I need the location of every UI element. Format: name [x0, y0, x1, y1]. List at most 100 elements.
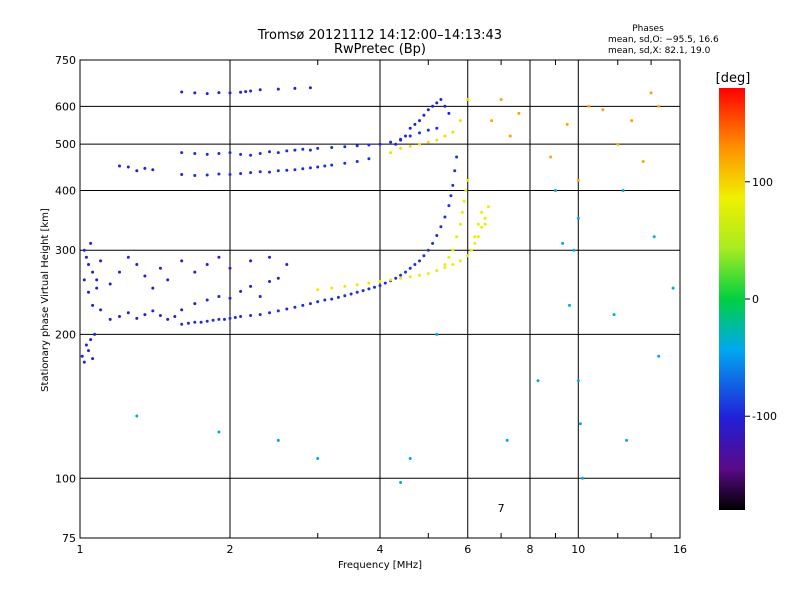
data-point — [91, 303, 95, 307]
data-point — [135, 414, 139, 418]
data-point — [581, 476, 585, 480]
data-point — [389, 140, 393, 144]
data-point — [330, 163, 334, 167]
data-point — [258, 313, 262, 317]
chart-title: Tromsø 20121112 14:12:00–14:13:43 — [257, 28, 502, 43]
x-tick-label: 4 — [377, 543, 384, 556]
data-point — [367, 281, 371, 285]
data-point — [205, 263, 209, 266]
data-point — [193, 174, 197, 177]
data-point — [480, 225, 484, 229]
data-point — [82, 360, 86, 364]
y-tick-label: 75 — [62, 532, 76, 545]
data-point — [199, 320, 203, 324]
y-tick-label: 600 — [55, 100, 76, 113]
data-point — [517, 111, 521, 115]
data-point — [151, 309, 155, 313]
data-point — [180, 151, 184, 155]
data-point — [276, 87, 280, 91]
data-point — [143, 274, 147, 278]
data-point — [447, 111, 451, 115]
data-point — [308, 166, 312, 170]
data-point — [443, 134, 447, 138]
data-point — [249, 171, 253, 175]
data-point — [486, 205, 490, 209]
data-point — [480, 210, 484, 214]
data-point — [483, 216, 487, 220]
data-point — [316, 146, 320, 150]
colorbar-tick-label: -100 — [752, 410, 777, 423]
data-point — [108, 282, 112, 286]
data-point — [466, 98, 470, 101]
data-point — [389, 151, 393, 155]
data-point — [258, 170, 262, 174]
data-point — [422, 113, 426, 117]
data-point — [228, 173, 232, 176]
data-point — [458, 222, 462, 226]
data-point — [239, 289, 243, 293]
data-point — [418, 131, 421, 135]
data-point — [404, 270, 407, 274]
data-point — [476, 235, 480, 239]
data-point — [561, 241, 565, 245]
data-point — [476, 222, 480, 226]
data-point — [343, 161, 347, 165]
data-point — [408, 266, 412, 270]
data-point — [435, 234, 439, 237]
data-point — [249, 153, 253, 157]
data-point — [431, 241, 435, 245]
data-point — [490, 119, 494, 123]
x-tick-label: 16 — [673, 543, 687, 556]
data-point — [82, 278, 86, 282]
data-point — [625, 438, 629, 442]
y-tick-label: 200 — [55, 328, 76, 341]
data-point — [82, 248, 86, 252]
stats-o-mode: mean, sd,O: −95.5, 16.6 — [608, 35, 719, 45]
y-tick-label: 750 — [55, 54, 76, 67]
data-point — [435, 126, 439, 130]
data-point — [426, 248, 430, 252]
data-point — [435, 332, 439, 336]
data-point — [258, 88, 262, 92]
data-point — [217, 91, 221, 95]
data-point — [323, 298, 327, 302]
data-point — [355, 160, 359, 163]
data-point — [258, 152, 262, 155]
data-point — [293, 168, 297, 172]
data-point — [399, 146, 403, 150]
data-point — [301, 167, 305, 171]
data-point — [389, 278, 393, 282]
data-point — [466, 254, 470, 258]
x-tick-labels: 1 2 4 6 8 10 16 7 — [77, 502, 688, 556]
data-point — [126, 255, 130, 259]
data-point — [378, 280, 382, 283]
data-point — [118, 164, 121, 168]
x-tick-label: 6 — [464, 543, 471, 556]
data-point — [276, 151, 280, 155]
data-point — [399, 273, 403, 277]
grid-lines — [80, 60, 680, 538]
data-point — [549, 155, 553, 159]
data-point — [652, 235, 656, 239]
data-point — [308, 86, 312, 90]
data-point — [483, 222, 487, 226]
data-point — [135, 169, 139, 173]
data-point — [418, 273, 421, 277]
data-point — [418, 142, 421, 146]
data-point — [89, 241, 93, 245]
data-point — [536, 379, 540, 383]
colorbar-tick-label: 100 — [752, 176, 773, 189]
y-tick-label: 300 — [55, 244, 76, 257]
data-point — [630, 119, 634, 123]
data-point — [394, 142, 398, 146]
data-point — [276, 276, 280, 280]
data-point — [343, 145, 347, 149]
data-point — [239, 315, 243, 318]
data-point — [180, 322, 184, 326]
data-point — [565, 122, 569, 126]
data-point — [205, 92, 209, 96]
data-point — [418, 259, 421, 263]
data-point — [228, 296, 232, 300]
data-point — [439, 98, 443, 101]
data-point — [91, 357, 95, 361]
